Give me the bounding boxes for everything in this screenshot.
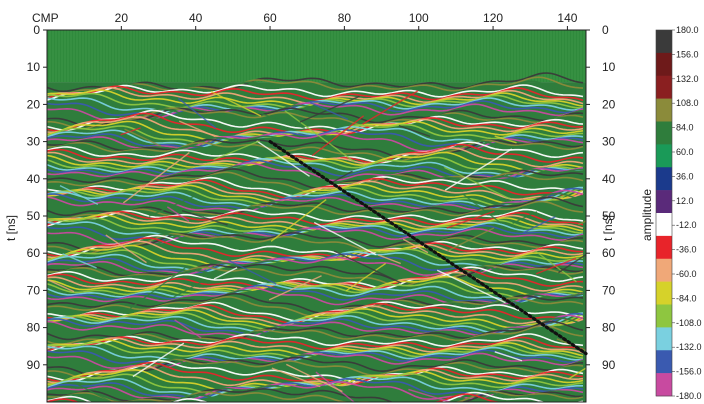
y-tick-label: 30: [27, 135, 41, 149]
y-axis-right: 0 10 20 30 40 50 60 70 80 90 t [ns]: [586, 23, 616, 372]
right-tick-label: 90: [602, 358, 616, 372]
colorbar-frame: [655, 29, 673, 397]
colorbar-swatch: [656, 304, 672, 328]
y-tick-label: 50: [27, 209, 41, 223]
annotation-layer: [268, 140, 588, 356]
colorbar-swatch: [656, 98, 672, 122]
right-tick-label: 40: [602, 172, 616, 186]
colorbar-tick-label: -36.0: [676, 245, 697, 255]
colorbar-swatch: [656, 167, 672, 191]
x-tick-label: 40: [189, 11, 203, 25]
radargram-plot-area: [47, 30, 586, 402]
x-tick-label: 140: [557, 11, 577, 25]
y-tick-label: 70: [27, 283, 41, 297]
dipping-events: [48, 90, 586, 402]
y-axis-left: 0 10 20 30 40 50 60 70 80 90: [27, 23, 47, 372]
x-axis-label: CMP: [32, 11, 59, 25]
x-axis-top: 20 40 60 80 100 120 140: [115, 11, 578, 30]
colorbar-tick-label: -132.0: [676, 342, 702, 352]
x-tick-label: 120: [483, 11, 503, 25]
right-tick-label: 30: [602, 135, 616, 149]
colorbar-tick-label: 36.0: [676, 171, 694, 181]
trace-lines: [47, 30, 585, 83]
colorbar-tick-label: 180.0: [676, 25, 699, 35]
colorbar-tick-label: 60.0: [676, 147, 694, 157]
colorbar-tick-label: -12.0: [676, 220, 697, 230]
colorbar-tick-label: 156.0: [676, 49, 699, 59]
colorbar-tick-label: 84.0: [676, 123, 694, 133]
right-tick-label: 60: [602, 246, 616, 260]
x-tick-label: 20: [115, 11, 129, 25]
colorbar-swatch: [656, 258, 672, 282]
colorbar-swatch: [656, 144, 672, 168]
colorbar-swatch: [656, 235, 672, 260]
colorbar-swatch: [656, 52, 672, 77]
colorbar-tick-label: 132.0: [676, 74, 699, 84]
x-tick-label: 100: [409, 11, 429, 25]
y-tick-label: 0: [33, 23, 40, 37]
colorbar-tick-label: -108.0: [676, 318, 702, 328]
reflection-wavelets: [47, 72, 584, 402]
colorbar-tick-label: -84.0: [676, 293, 697, 303]
right-tick-label: 70: [602, 283, 616, 297]
colorbar-tick-label: 108.0: [676, 98, 699, 108]
colorbar-swatch: [656, 121, 672, 145]
y-tick-label: 40: [27, 172, 41, 186]
colorbar-swatch: [656, 213, 672, 237]
colorbar-label: amplitude: [640, 189, 654, 241]
colorbar-swatch: [656, 190, 672, 214]
colorbar-tick-label: -156.0: [676, 367, 702, 377]
colorbar-swatch: [656, 327, 672, 351]
y-axis-label: t [ns]: [4, 215, 18, 241]
colorbar-tick-label: 12.0: [676, 196, 694, 206]
colorbar-tick-label: -180.0: [676, 391, 702, 401]
y-tick-label: 60: [27, 246, 41, 260]
colorbar-swatch: [656, 350, 672, 374]
colorbar-tick-label: -60.0: [676, 269, 697, 279]
y-tick-label: 90: [27, 358, 41, 372]
right-tick-label: 10: [602, 60, 616, 74]
y-tick-label: 20: [27, 97, 41, 111]
right-tick-label: 20: [602, 97, 616, 111]
dotted-annotation-line: [268, 140, 588, 356]
right-tick-label: 50: [602, 209, 616, 223]
colorbar-swatch: [656, 75, 672, 99]
colorbar-swatch: [656, 281, 672, 305]
y-tick-label: 10: [27, 60, 41, 74]
colorbar-swatch: [656, 373, 672, 397]
colorbar-swatch: [656, 30, 672, 54]
x-tick-label: 60: [263, 11, 277, 25]
right-tick-label: 0: [602, 23, 609, 37]
y-tick-label: 80: [27, 321, 41, 335]
right-axis-label: t [ns]: [601, 215, 615, 241]
right-tick-label: 80: [602, 321, 616, 335]
x-tick-label: 80: [338, 11, 352, 25]
colorbar: 180.0 156.0 132.0 108.0 84.0 60.0 36.0 12.0 -12.…: [655, 25, 702, 401]
